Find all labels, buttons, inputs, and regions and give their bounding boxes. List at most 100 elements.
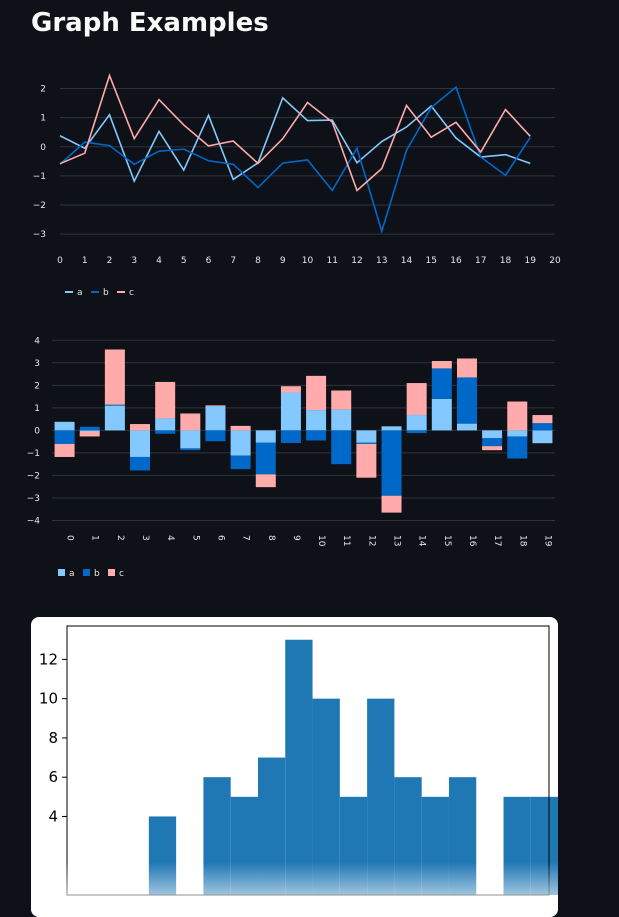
bar-segment-b xyxy=(104,404,125,406)
bar-segment-c xyxy=(230,425,251,431)
y-tick-label: 2 xyxy=(40,85,46,95)
y-tick-label: −2 xyxy=(33,201,46,211)
bar-segment-b xyxy=(381,430,402,496)
bar-segment-c xyxy=(507,401,528,431)
x-tick-label: 4 xyxy=(156,256,162,266)
bar-segment-a xyxy=(205,406,226,431)
y-tick-label: 1 xyxy=(40,114,46,124)
bar-segment-b xyxy=(54,430,75,444)
y-tick-label: 12 xyxy=(39,650,58,668)
x-tick-label: 4 xyxy=(165,535,175,541)
x-tick-label: 19 xyxy=(542,535,552,547)
x-tick-label: 5 xyxy=(181,256,187,266)
bar-segment-b xyxy=(356,442,377,444)
x-tick-label: 8 xyxy=(255,256,261,266)
x-tick-label: 19 xyxy=(525,256,537,266)
bar-segment-c xyxy=(406,383,427,416)
bar-segment-a xyxy=(54,421,75,431)
x-tick-label: 7 xyxy=(241,535,251,541)
bar-segment-b xyxy=(280,430,301,443)
bar-segment-c xyxy=(532,415,553,424)
bar-segment-a xyxy=(532,430,553,444)
bar-segment-b xyxy=(306,430,327,441)
y-tick-label: 8 xyxy=(48,729,58,747)
bar-segment-a xyxy=(306,410,327,431)
y-tick-label: −2 xyxy=(27,471,40,481)
bar-segment-c xyxy=(54,443,75,457)
bar-segment-a xyxy=(230,430,251,456)
y-tick-label: 0 xyxy=(34,426,40,436)
x-tick-label: 9 xyxy=(280,256,286,266)
x-tick-label: 1 xyxy=(82,256,88,266)
series-line-c xyxy=(59,73,531,192)
bar-segment-c xyxy=(280,386,301,393)
x-tick-label: 17 xyxy=(492,535,502,546)
histogram-card: 4 6 8 10 12 xyxy=(31,617,558,917)
page-title: Graph Examples xyxy=(31,8,269,38)
bar-segment-c xyxy=(482,446,503,451)
bar-segment-b xyxy=(180,448,201,451)
series-line-a xyxy=(59,96,531,184)
bar-segment-a xyxy=(155,418,176,431)
legend-swatch-b xyxy=(83,569,90,576)
x-tick-label: 3 xyxy=(140,535,150,541)
legend-label-a: a xyxy=(77,288,83,298)
y-tick-label: 3 xyxy=(34,359,40,369)
x-tick-label: 15 xyxy=(426,256,437,266)
bar-segment-b xyxy=(406,430,427,434)
x-tick-label: 8 xyxy=(266,535,276,541)
y-tick-label: 1 xyxy=(34,404,40,414)
x-tick-label: 16 xyxy=(467,535,477,547)
x-tick-label: 3 xyxy=(131,256,137,266)
bar-segment-c xyxy=(306,375,327,411)
bar-segment-a xyxy=(381,426,402,431)
x-tick-label: 18 xyxy=(517,535,527,547)
bar-segment-b xyxy=(230,455,251,470)
y-tick-label: 2 xyxy=(34,381,40,391)
x-tick-label: 0 xyxy=(57,256,63,266)
x-tick-label: 17 xyxy=(475,256,486,266)
y-tick-label: −4 xyxy=(27,516,41,526)
legend-swatch-c xyxy=(108,569,115,576)
x-tick-label: 10 xyxy=(302,256,314,266)
bar-segment-b xyxy=(456,377,477,424)
x-tick-label: 10 xyxy=(316,535,326,547)
bar-segment-c xyxy=(456,358,477,378)
y-tick-label: 4 xyxy=(48,807,58,825)
legend-label-a: a xyxy=(69,569,75,579)
bar-segment-b xyxy=(331,430,352,465)
legend-label-c: c xyxy=(119,569,124,579)
bar-segment-c xyxy=(155,381,176,419)
bar-segment-c xyxy=(79,431,100,437)
x-tick-label: 7 xyxy=(230,256,236,266)
bar-segment-c xyxy=(255,474,276,488)
x-tick-label: 0 xyxy=(65,535,75,541)
bar-segment-a xyxy=(456,423,477,431)
x-tick-label: 14 xyxy=(417,535,427,547)
bar-segment-a xyxy=(356,430,377,443)
bar-segment-a xyxy=(79,430,100,432)
bar-segment-a xyxy=(280,392,301,431)
y-tick-label: −1 xyxy=(27,449,40,459)
x-tick-label: 5 xyxy=(190,535,200,541)
bar-segment-c xyxy=(381,495,402,513)
histogram-bar xyxy=(285,639,313,895)
bottom-fade-overlay xyxy=(31,862,558,917)
bar-segment-b xyxy=(79,426,100,431)
y-tick-label: 0 xyxy=(40,143,46,153)
bar-segment-a xyxy=(130,430,151,457)
histogram-chart: 4 6 8 10 12 xyxy=(31,625,558,917)
bar-segment-a xyxy=(331,409,352,431)
y-tick-label: 10 xyxy=(39,690,58,708)
x-tick-label: 20 xyxy=(549,256,561,266)
y-tick-label: 6 xyxy=(48,768,58,786)
bar-segment-a xyxy=(406,415,427,431)
x-tick-label: 12 xyxy=(351,256,362,266)
line-chart: 210−1−2−30 1 2 3 4 5 6 7 8 9 10 11 12 13 14 15 16 17 18 19 2… xyxy=(33,73,561,298)
bar-segment-b xyxy=(532,423,553,431)
bar-segment-c xyxy=(180,413,201,431)
legend-label-b: b xyxy=(103,288,109,298)
bar-segment-b xyxy=(482,438,503,447)
bar-segment-b xyxy=(130,456,151,471)
legend-label-b: b xyxy=(94,569,100,579)
